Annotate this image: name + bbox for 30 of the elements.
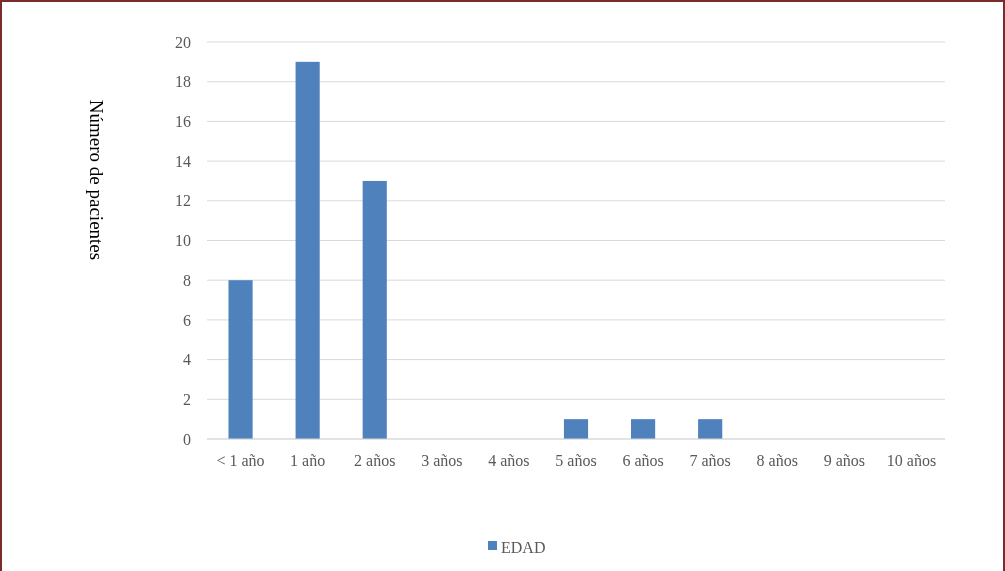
- x-tick-label: 5 años: [555, 452, 597, 469]
- legend-label: EDAD: [501, 538, 546, 556]
- y-tick-label: 4: [183, 351, 191, 369]
- y-axis-title: Número de pacientes: [86, 99, 107, 261]
- x-tick-label: 6 años: [622, 452, 664, 469]
- y-tick-label: 20: [175, 33, 191, 51]
- y-tick-label: 8: [183, 271, 191, 289]
- x-tick-label: 7 años: [689, 452, 731, 469]
- x-tick-label: 4 años: [488, 452, 530, 469]
- x-tick-label: 10 años: [886, 452, 937, 469]
- bar: [295, 61, 320, 439]
- y-tick-label: 10: [175, 232, 191, 250]
- bar: [228, 280, 253, 439]
- y-tick-label: 18: [175, 73, 191, 91]
- x-tick-label: 9 años: [823, 452, 866, 469]
- x-tick-label: 3 años: [421, 452, 463, 469]
- y-tick-label: 0: [183, 430, 191, 448]
- x-tick-label: < 1 año: [216, 452, 265, 469]
- y-tick-label: 6: [183, 311, 191, 329]
- y-tick-label: 14: [175, 152, 191, 170]
- bar: [362, 180, 387, 439]
- x-tick-label: 2 años: [354, 452, 396, 469]
- x-tick-label: 8 años: [756, 452, 798, 469]
- y-tick-label: 16: [175, 113, 191, 130]
- y-tick-label: 12: [175, 192, 191, 210]
- y-tick-label: 2: [183, 390, 191, 408]
- bar: [698, 419, 723, 439]
- x-tick-label: 1 año: [290, 452, 326, 469]
- bar: [631, 419, 656, 439]
- bar: [563, 419, 589, 439]
